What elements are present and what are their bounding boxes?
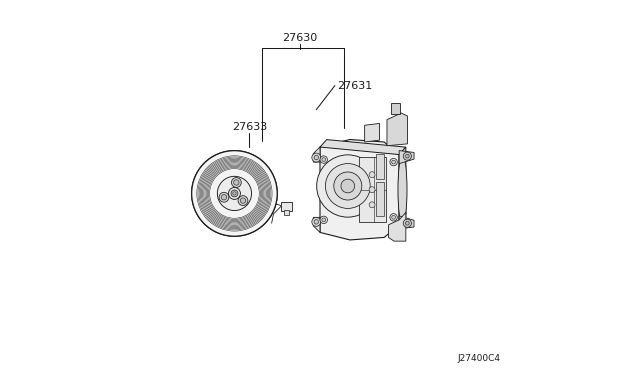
Circle shape (320, 216, 328, 224)
Circle shape (221, 195, 227, 200)
Polygon shape (388, 212, 406, 241)
Circle shape (191, 151, 277, 236)
Circle shape (320, 156, 328, 163)
Circle shape (312, 153, 321, 162)
Circle shape (390, 158, 397, 166)
Circle shape (231, 190, 238, 197)
Circle shape (240, 198, 246, 203)
Circle shape (325, 164, 370, 208)
Circle shape (406, 154, 409, 158)
Polygon shape (314, 217, 320, 232)
Circle shape (403, 152, 412, 160)
Text: 27631: 27631 (337, 81, 372, 90)
Polygon shape (399, 147, 406, 225)
Ellipse shape (235, 154, 243, 233)
Polygon shape (399, 151, 414, 164)
Polygon shape (314, 147, 320, 162)
Polygon shape (320, 140, 399, 240)
Circle shape (314, 155, 319, 160)
Text: J27400C4: J27400C4 (458, 354, 500, 363)
Polygon shape (320, 140, 406, 155)
Circle shape (334, 172, 362, 200)
Polygon shape (399, 216, 414, 229)
Circle shape (403, 219, 412, 227)
Circle shape (234, 180, 239, 185)
Ellipse shape (398, 155, 407, 224)
Circle shape (317, 155, 379, 217)
Circle shape (406, 221, 409, 225)
Polygon shape (376, 154, 384, 179)
Circle shape (233, 192, 236, 195)
Polygon shape (387, 113, 408, 146)
Text: 27633: 27633 (232, 122, 267, 132)
Bar (284, 211, 289, 215)
Circle shape (238, 196, 248, 205)
Polygon shape (376, 182, 384, 216)
Circle shape (392, 215, 396, 219)
Circle shape (322, 218, 326, 222)
Circle shape (312, 217, 321, 226)
Polygon shape (390, 103, 400, 114)
Circle shape (191, 151, 277, 236)
Bar (281, 202, 292, 211)
Circle shape (369, 172, 375, 178)
Circle shape (219, 192, 229, 202)
Circle shape (232, 177, 241, 187)
Circle shape (322, 158, 326, 161)
Polygon shape (359, 157, 387, 222)
Circle shape (341, 179, 355, 193)
Text: 27630: 27630 (282, 33, 317, 43)
Circle shape (392, 160, 396, 164)
Circle shape (369, 187, 375, 193)
Circle shape (314, 219, 319, 224)
Circle shape (390, 214, 397, 221)
Circle shape (218, 176, 252, 211)
Polygon shape (365, 124, 380, 142)
Circle shape (369, 202, 375, 208)
Circle shape (228, 187, 241, 199)
